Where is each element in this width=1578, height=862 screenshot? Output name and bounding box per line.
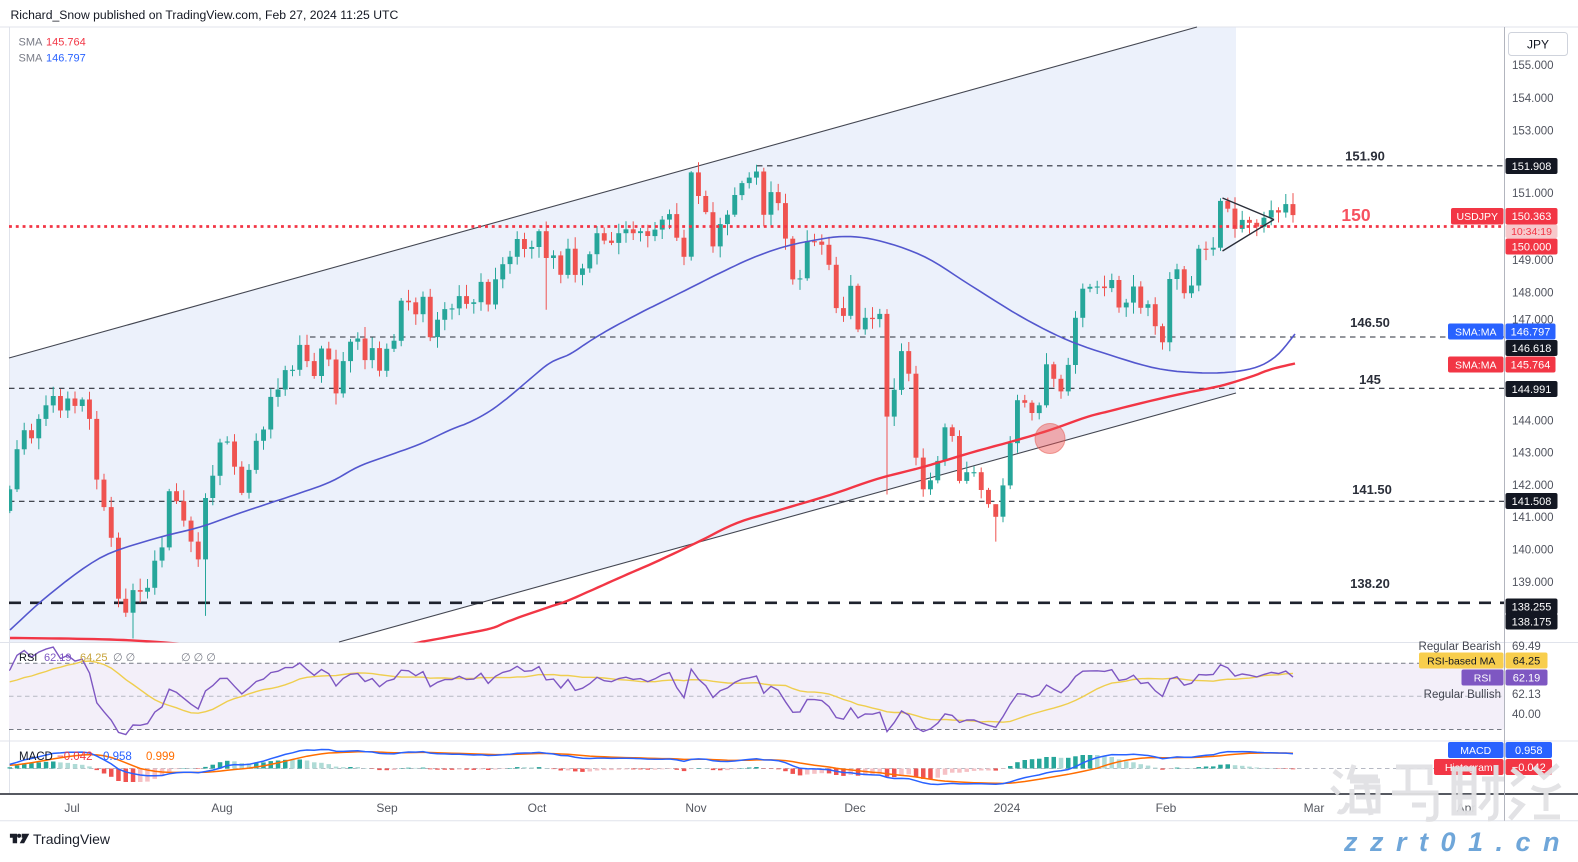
svg-text:138.175: 138.175 — [1512, 617, 1552, 629]
svg-text:Dec: Dec — [844, 801, 865, 815]
svg-text:Mar: Mar — [1304, 801, 1325, 815]
svg-text:151.000: 151.000 — [1512, 188, 1554, 200]
svg-text:RSI-based MA: RSI-based MA — [1427, 656, 1495, 668]
svg-text:146.797: 146.797 — [1511, 327, 1551, 339]
svg-text:138.20: 138.20 — [1350, 576, 1390, 591]
svg-text:∅ ∅: ∅ ∅ — [113, 652, 135, 664]
svg-text:RSI: RSI — [1474, 673, 1492, 685]
svg-text:JPY: JPY — [1527, 38, 1549, 52]
svg-text:10:34:19: 10:34:19 — [1511, 226, 1552, 238]
svg-text:SMA: SMA — [19, 53, 44, 65]
svg-text:153.000: 153.000 — [1512, 125, 1554, 137]
svg-text:138.255: 138.255 — [1512, 602, 1552, 614]
svg-text:Jul: Jul — [64, 801, 79, 815]
svg-text:−0.042: −0.042 — [57, 751, 93, 763]
svg-text:0.999: 0.999 — [146, 751, 175, 763]
svg-text:146.797: 146.797 — [46, 53, 86, 65]
svg-text:SMA:MA: SMA:MA — [1455, 327, 1496, 339]
svg-text:0.958: 0.958 — [103, 751, 132, 763]
svg-text:64.25: 64.25 — [1513, 656, 1541, 668]
svg-text:Nov: Nov — [685, 801, 706, 815]
svg-text:141.508: 141.508 — [1512, 496, 1552, 508]
svg-text:144.000: 144.000 — [1512, 415, 1554, 427]
svg-text:SMA:MA: SMA:MA — [1455, 360, 1496, 372]
svg-text:151.908: 151.908 — [1512, 161, 1552, 173]
svg-text:MACD: MACD — [1460, 745, 1491, 757]
svg-text:zzrt01.cn: zzrt01.cn — [1343, 827, 1572, 857]
svg-text:Feb: Feb — [1156, 801, 1177, 815]
svg-text:148.000: 148.000 — [1512, 288, 1554, 300]
svg-text:142.000: 142.000 — [1512, 480, 1554, 492]
svg-text:146.50: 146.50 — [1350, 315, 1390, 330]
svg-text:151.90: 151.90 — [1345, 149, 1385, 164]
svg-text:140.000: 140.000 — [1512, 545, 1554, 557]
svg-text:∅ ∅ ∅: ∅ ∅ ∅ — [181, 652, 216, 664]
svg-text:145: 145 — [1359, 372, 1381, 387]
svg-text:RSI: RSI — [19, 652, 37, 664]
svg-text:Richard_Snow published on Trad: Richard_Snow published on TradingView.co… — [11, 8, 399, 22]
svg-text:62.13: 62.13 — [1512, 689, 1541, 701]
svg-text:Regular Bullish: Regular Bullish — [1424, 689, 1501, 701]
svg-text:69.49: 69.49 — [1512, 641, 1541, 653]
svg-text:149.000: 149.000 — [1512, 255, 1554, 267]
svg-text:MACD: MACD — [19, 751, 53, 763]
svg-text:62.19: 62.19 — [1513, 673, 1541, 685]
svg-text:146.618: 146.618 — [1512, 343, 1552, 355]
svg-text:155.000: 155.000 — [1512, 60, 1554, 72]
svg-text:145.764: 145.764 — [1511, 360, 1551, 372]
svg-text:USDJPY: USDJPY — [1457, 211, 1498, 223]
svg-text:145.764: 145.764 — [46, 37, 86, 49]
svg-text:0.958: 0.958 — [1515, 745, 1543, 757]
svg-text:TradingView: TradingView — [33, 831, 111, 847]
svg-text:150: 150 — [1341, 205, 1370, 225]
svg-text:2024: 2024 — [994, 801, 1021, 815]
svg-text:62.19: 62.19 — [44, 652, 72, 664]
svg-text:139.000: 139.000 — [1512, 577, 1554, 589]
svg-text:Sep: Sep — [376, 801, 398, 815]
svg-text:150.363: 150.363 — [1512, 211, 1552, 223]
svg-text:154.000: 154.000 — [1512, 93, 1554, 105]
svg-text:64.25: 64.25 — [80, 652, 108, 664]
svg-text:Regular Bearish: Regular Bearish — [1419, 641, 1501, 653]
svg-text:141.000: 141.000 — [1512, 512, 1554, 524]
svg-text:40.00: 40.00 — [1512, 709, 1541, 721]
svg-text:141.50: 141.50 — [1352, 482, 1392, 497]
svg-text:150.000: 150.000 — [1512, 242, 1552, 254]
svg-text:SMA: SMA — [19, 37, 44, 49]
svg-text:143.000: 143.000 — [1512, 447, 1554, 459]
svg-text:Aug: Aug — [211, 801, 232, 815]
svg-text:Oct: Oct — [528, 801, 547, 815]
svg-text:144.991: 144.991 — [1512, 384, 1552, 396]
